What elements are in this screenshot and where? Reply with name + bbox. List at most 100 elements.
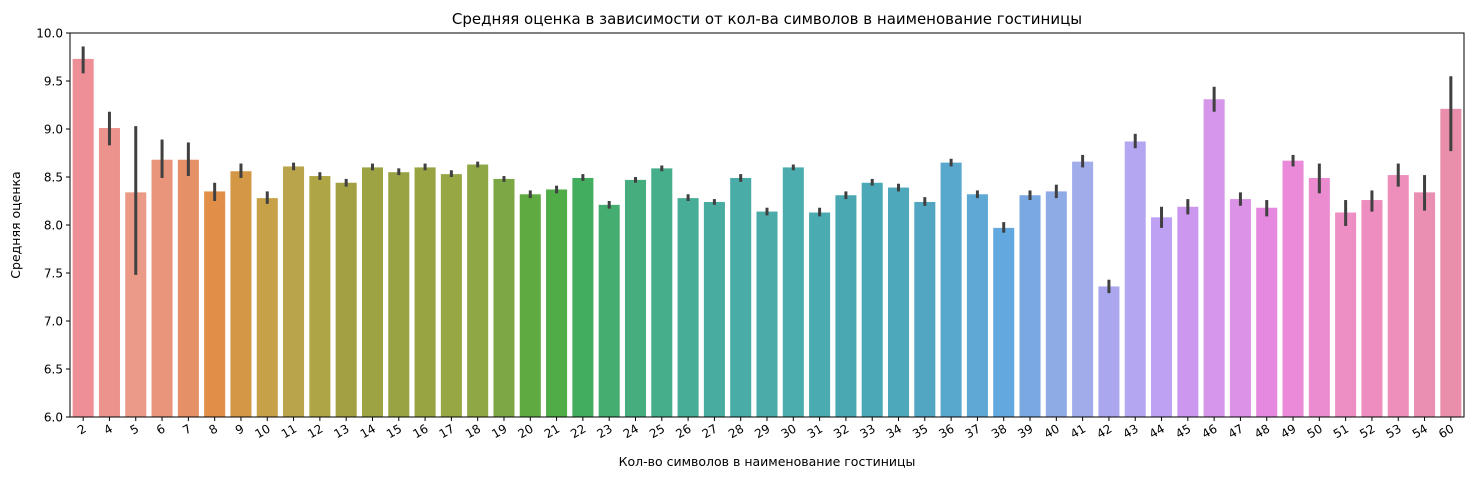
x-tick-label: 22 — [568, 421, 588, 441]
bar-34 — [887, 187, 910, 417]
bar-32 — [835, 195, 857, 417]
bar-12 — [309, 176, 331, 417]
bar-42 — [1098, 286, 1120, 417]
y-axis: 6.0 6.5 7.0 7.5 8.0 8.5 9.0 9.5 10.0 — [36, 27, 70, 425]
bar-7 — [177, 159, 199, 417]
y-axis-label: Средняя оценка — [8, 171, 23, 278]
bar-60 — [1440, 108, 1462, 417]
x-tick-label: 49 — [1278, 421, 1298, 441]
x-tick-label: 35 — [910, 421, 930, 441]
x-tick-label: 16 — [410, 421, 430, 441]
bar-50 — [1308, 177, 1330, 417]
x-tick-label: 44 — [1147, 421, 1167, 441]
x-tick-label: 11 — [279, 421, 299, 441]
x-tick-label: 13 — [331, 421, 351, 441]
bar-14 — [361, 167, 383, 417]
x-tick-label: 25 — [647, 421, 667, 441]
x-tick-label: 34 — [884, 421, 904, 441]
bar-52 — [1361, 200, 1383, 417]
bar-17 — [440, 174, 462, 417]
x-tick-label: 4 — [101, 421, 115, 437]
x-axis: 2 4 5 6 7 8 9 10 11 12 13 14 15 16 17 18 19 20 21 22 23 24 25 2… — [75, 417, 1456, 441]
bar-25 — [651, 168, 673, 417]
x-tick-label: 10 — [253, 421, 273, 441]
x-tick-label: 15 — [384, 421, 404, 441]
x-tick-label: 31 — [805, 421, 825, 441]
bar-37 — [966, 194, 988, 417]
bar-19 — [493, 178, 515, 417]
y-tick-label: 10.0 — [36, 27, 63, 41]
bar-48 — [1256, 207, 1278, 417]
bar-47 — [1229, 199, 1251, 417]
x-tick-label: 47 — [1226, 421, 1246, 441]
bar-28 — [730, 177, 752, 417]
bar-29 — [756, 211, 778, 417]
y-tick-label: 7.5 — [44, 267, 63, 281]
x-axis-label: Кол-во символов в наименование гостиницы — [619, 454, 916, 469]
x-tick-label: 40 — [1042, 421, 1062, 441]
bar-23 — [598, 204, 620, 417]
bar-22 — [572, 177, 594, 417]
bar-13 — [335, 182, 357, 417]
bar-21 — [546, 189, 568, 417]
x-tick-label: 21 — [542, 421, 562, 441]
x-tick-label: 33 — [857, 421, 877, 441]
x-tick-label: 46 — [1199, 421, 1219, 441]
y-tick-label: 8.0 — [44, 219, 63, 233]
x-tick-label: 6 — [154, 421, 168, 437]
x-tick-label: 51 — [1331, 421, 1351, 441]
x-tick-label: 32 — [831, 421, 851, 441]
bar-6 — [151, 159, 173, 417]
bar-38 — [993, 227, 1015, 417]
bars-group — [72, 58, 1462, 418]
x-tick-label: 36 — [936, 421, 956, 441]
x-tick-label: 39 — [1015, 421, 1035, 441]
y-tick-label: 9.0 — [44, 123, 63, 137]
bar-9 — [230, 171, 252, 417]
bar-31 — [809, 212, 831, 417]
bar-35 — [914, 201, 936, 417]
bar-43 — [1124, 141, 1146, 418]
bar-8 — [204, 191, 226, 417]
x-tick-label: 45 — [1173, 421, 1193, 441]
x-tick-label: 14 — [358, 421, 378, 441]
x-tick-label: 9 — [233, 421, 247, 437]
x-tick-label: 42 — [1094, 421, 1114, 441]
x-tick-label: 60 — [1436, 421, 1456, 441]
bar-30 — [782, 167, 804, 417]
x-tick-label: 17 — [437, 421, 457, 441]
x-tick-label: 24 — [621, 421, 641, 441]
bar-36 — [940, 162, 962, 417]
bar-49 — [1282, 160, 1304, 417]
y-tick-label: 6.0 — [44, 411, 63, 425]
bar-5 — [125, 192, 147, 417]
bar-2 — [72, 58, 94, 418]
x-tick-label: 29 — [752, 421, 772, 441]
y-tick-label: 6.5 — [44, 363, 63, 377]
x-tick-label: 5 — [128, 421, 142, 437]
x-tick-label: 12 — [305, 421, 325, 441]
x-tick-label: 37 — [963, 421, 983, 441]
bar-27 — [703, 201, 725, 417]
x-tick-label: 52 — [1357, 421, 1377, 441]
bar-45 — [1177, 206, 1199, 417]
x-tick-label: 30 — [779, 421, 799, 441]
x-tick-label: 28 — [726, 421, 746, 441]
bar-53 — [1387, 175, 1409, 417]
x-tick-label: 19 — [489, 421, 509, 441]
bar-4 — [98, 128, 120, 418]
bar-24 — [624, 179, 647, 417]
bar-33 — [861, 182, 883, 417]
x-tick-label: 7 — [180, 421, 194, 437]
chart-title: Средняя оценка в зависимости от кол-ва с… — [452, 10, 1082, 28]
plot-frame — [69, 32, 1465, 418]
x-tick-label: 20 — [516, 421, 536, 441]
x-tick-label: 48 — [1252, 421, 1272, 441]
x-tick-label: 53 — [1384, 421, 1404, 441]
bar-26 — [677, 198, 699, 417]
bar-15 — [388, 172, 410, 417]
bar-46 — [1203, 99, 1225, 418]
bar-11 — [283, 166, 305, 417]
